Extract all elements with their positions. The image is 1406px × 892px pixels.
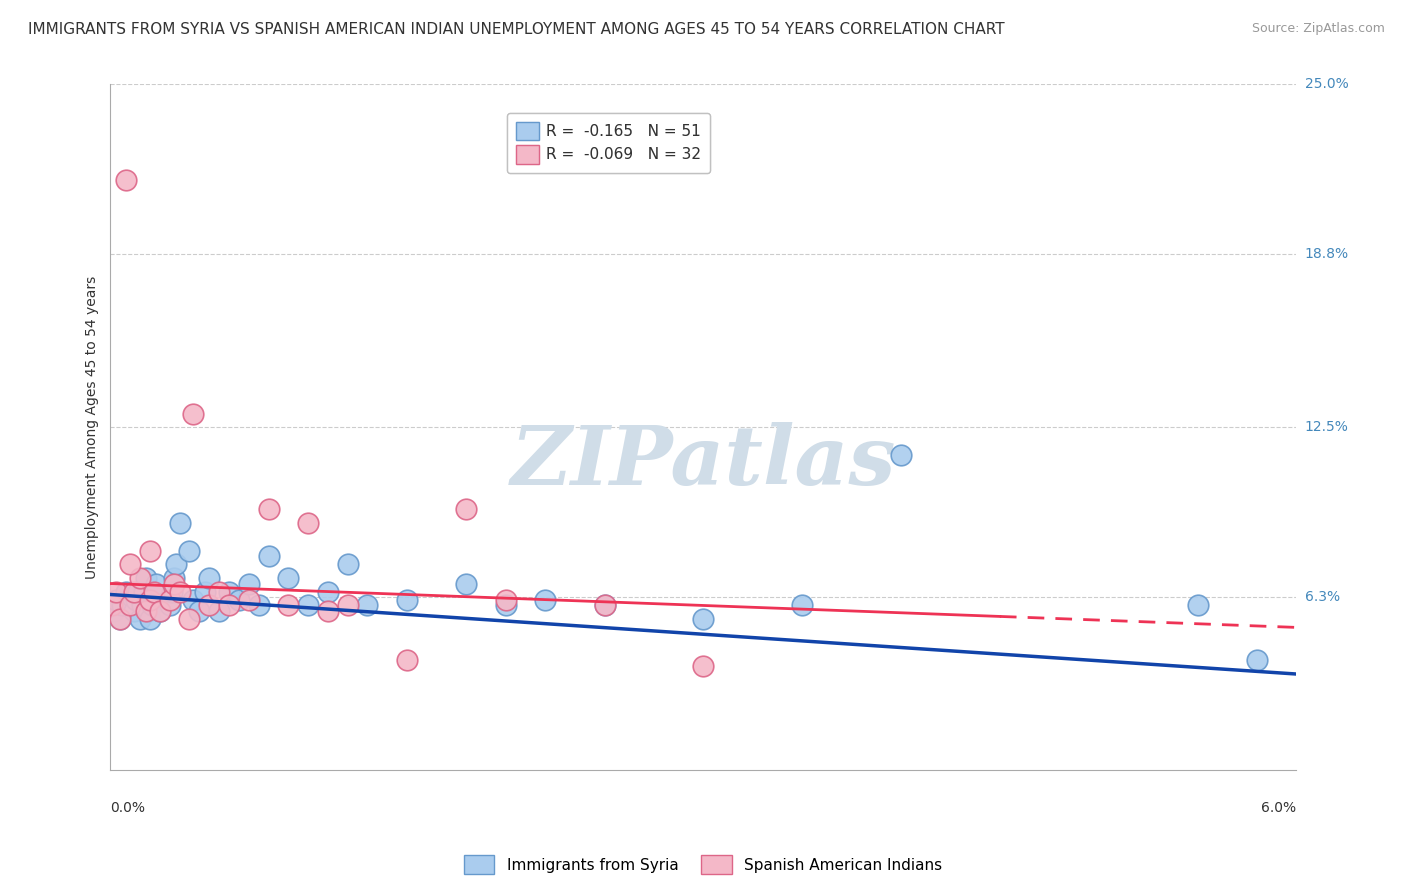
Point (115, 173, 138, 187)
Y-axis label: Unemployment Among Ages 45 to 54 years: Unemployment Among Ages 45 to 54 years (86, 276, 100, 579)
Point (238, 593, 260, 607)
Point (132, 584, 155, 599)
Point (890, 448, 912, 462)
Point (149, 604, 172, 618)
Point (183, 407, 205, 421)
Point (101, 599, 124, 613)
Point (135, 571, 157, 585)
Point (141, 599, 163, 613)
Point (122, 604, 145, 618)
Point (145, 576, 167, 591)
Point (395, 593, 418, 607)
Point (127, 584, 149, 599)
Point (139, 593, 162, 607)
Point (111, 599, 134, 613)
Point (179, 543, 201, 558)
Point (188, 604, 211, 618)
Point (122, 584, 145, 599)
Point (456, 576, 478, 591)
Point (105, 593, 128, 607)
Text: ZIPatlas: ZIPatlas (510, 422, 896, 501)
Point (297, 516, 319, 531)
Point (159, 593, 181, 607)
Point (257, 502, 280, 516)
Point (356, 599, 378, 613)
Point (495, 599, 517, 613)
Point (495, 593, 517, 607)
Point (120, 558, 142, 572)
Point (257, 549, 280, 563)
Text: 6.0%: 6.0% (1261, 800, 1296, 814)
Point (277, 571, 299, 585)
Text: 0.0%: 0.0% (111, 800, 145, 814)
Point (456, 502, 478, 516)
Point (110, 612, 132, 626)
Point (125, 593, 148, 607)
Point (163, 576, 186, 591)
Point (129, 571, 152, 585)
Legend: R =  -0.165   N = 51, R =  -0.069   N = 32: R = -0.165 N = 51, R = -0.069 N = 32 (506, 112, 710, 173)
Point (129, 612, 152, 626)
Point (593, 599, 616, 613)
Point (316, 604, 339, 618)
Point (142, 591, 165, 605)
Point (238, 576, 260, 591)
Point (135, 604, 157, 618)
Point (277, 599, 299, 613)
Point (692, 658, 714, 673)
Point (139, 543, 162, 558)
Point (165, 558, 187, 572)
Point (103, 604, 125, 618)
Point (179, 612, 201, 626)
Point (692, 612, 714, 626)
Point (105, 584, 128, 599)
Point (110, 612, 132, 626)
Text: 18.8%: 18.8% (1305, 247, 1348, 261)
Text: IMMIGRANTS FROM SYRIA VS SPANISH AMERICAN INDIAN UNEMPLOYMENT AMONG AGES 45 TO 5: IMMIGRANTS FROM SYRIA VS SPANISH AMERICA… (28, 22, 1005, 37)
Point (1246, 653, 1268, 667)
Point (218, 584, 240, 599)
Point (120, 599, 142, 613)
Point (169, 584, 191, 599)
Point (169, 516, 191, 531)
Point (131, 599, 153, 613)
Point (198, 599, 221, 613)
Point (142, 584, 165, 599)
Point (159, 599, 181, 613)
Point (160, 584, 183, 599)
Point (297, 599, 319, 613)
Point (247, 599, 270, 613)
Point (208, 604, 231, 618)
Point (183, 593, 205, 607)
Point (121, 591, 143, 605)
Point (115, 584, 138, 599)
Text: Source: ZipAtlas.com: Source: ZipAtlas.com (1251, 22, 1385, 36)
Text: 25.0%: 25.0% (1305, 78, 1348, 92)
Point (208, 584, 231, 599)
Legend: Immigrants from Syria, Spanish American Indians: Immigrants from Syria, Spanish American … (458, 849, 948, 880)
Text: 6.3%: 6.3% (1305, 591, 1340, 604)
Point (218, 599, 240, 613)
Text: 12.5%: 12.5% (1305, 420, 1348, 434)
Point (139, 612, 162, 626)
Point (120, 599, 142, 613)
Point (336, 558, 359, 572)
Point (194, 584, 217, 599)
Point (534, 593, 557, 607)
Point (395, 653, 418, 667)
Point (149, 604, 172, 618)
Point (1187, 599, 1209, 613)
Point (792, 599, 814, 613)
Point (163, 571, 186, 585)
Point (136, 604, 159, 618)
Point (228, 593, 250, 607)
Point (336, 599, 359, 613)
Point (316, 584, 339, 599)
Point (593, 599, 616, 613)
Point (198, 571, 221, 585)
